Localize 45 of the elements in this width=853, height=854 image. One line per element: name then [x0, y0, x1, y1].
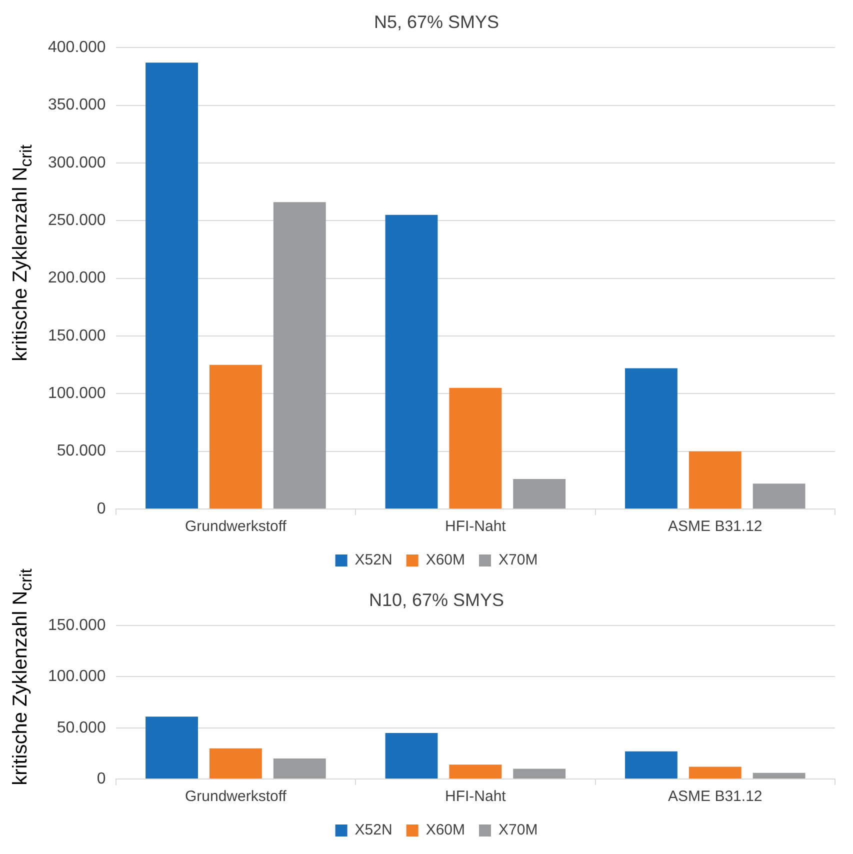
bar: [513, 479, 566, 508]
x-tick-label: ASME B31.12: [668, 788, 762, 806]
bar: [688, 451, 742, 508]
x-tick-label: HFI-Naht: [444, 518, 507, 536]
bar: [273, 758, 326, 778]
legend-label: X52N: [354, 822, 392, 839]
y-tick-label: 50.000: [56, 442, 106, 460]
y-tick-label: 50.000: [56, 719, 106, 736]
y-tick-label: 250.000: [48, 212, 106, 230]
legend-label: X60M: [426, 552, 466, 569]
y-tick-label: 400.000: [48, 39, 106, 56]
y-tick-label: 300.000: [48, 154, 106, 172]
x-tick-label: ASME B31.12: [668, 518, 762, 536]
bar: [449, 388, 502, 508]
bar: [385, 732, 438, 778]
bar: [513, 768, 566, 778]
bar: [209, 748, 262, 778]
y-tick-label: 150.000: [48, 617, 106, 634]
bar: [688, 766, 742, 778]
chart-title: N10, 67% SMYS: [368, 590, 504, 610]
bar: [146, 716, 198, 778]
chart-title: N5, 67% SMYS: [374, 12, 500, 32]
y-tick-label: 0: [96, 770, 106, 788]
bar: [449, 764, 502, 778]
bar: [752, 772, 806, 778]
legend-label: X70M: [498, 822, 538, 839]
x-tick-label: Grundwerkstoff: [184, 788, 288, 806]
x-tick-label: Grundwerkstoff: [184, 518, 288, 536]
legend-label: X70M: [498, 552, 538, 569]
bar: [146, 62, 198, 508]
legend-label: X60M: [426, 822, 466, 839]
bar: [625, 751, 678, 778]
y-tick-label: 100.000: [48, 668, 106, 686]
y-tick-label: 100.000: [48, 385, 106, 402]
y-tick-label: 350.000: [48, 96, 106, 114]
y-tick-label: 200.000: [48, 270, 106, 287]
y-tick-label: 0: [96, 500, 106, 518]
legend-label: X52N: [354, 552, 392, 569]
bar: [209, 364, 262, 508]
bar: [625, 368, 678, 508]
bar: [385, 214, 438, 508]
y-tick-label: 150.000: [48, 327, 106, 344]
x-tick-label: HFI-Naht: [444, 788, 507, 806]
bar: [273, 202, 326, 508]
bar: [752, 484, 806, 508]
